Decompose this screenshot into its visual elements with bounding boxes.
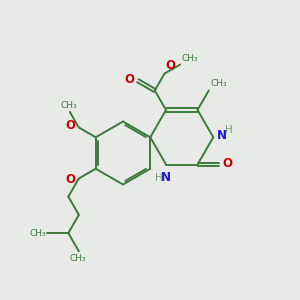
Text: N: N — [217, 129, 227, 142]
Text: CH₃: CH₃ — [29, 229, 46, 238]
Text: N: N — [161, 171, 171, 184]
Text: CH₃: CH₃ — [210, 79, 227, 88]
Text: CH₃: CH₃ — [69, 254, 85, 263]
Text: CH₃: CH₃ — [182, 54, 198, 63]
Text: H: H — [225, 125, 233, 135]
Text: O: O — [124, 73, 134, 86]
Text: CH₃: CH₃ — [60, 100, 76, 109]
Text: O: O — [66, 172, 76, 186]
Text: O: O — [166, 59, 176, 72]
Text: H: H — [155, 173, 162, 183]
Text: O: O — [222, 158, 232, 170]
Text: O: O — [66, 119, 76, 133]
